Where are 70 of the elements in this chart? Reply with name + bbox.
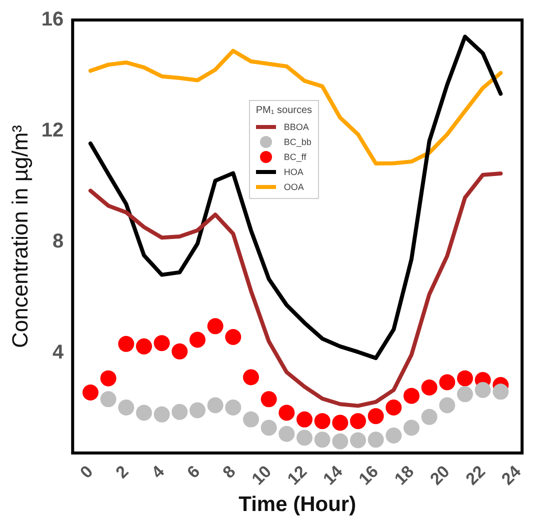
point xyxy=(350,432,366,448)
point xyxy=(260,420,277,436)
legend-title: PM₁ sources xyxy=(256,105,312,116)
point xyxy=(207,397,224,414)
point xyxy=(100,370,116,386)
legend-label: BBOA xyxy=(284,122,309,132)
point xyxy=(82,384,98,400)
point xyxy=(421,408,438,425)
point xyxy=(368,432,384,448)
x-tick-label: 6 xyxy=(184,462,204,482)
x-tick-label: 14 xyxy=(319,462,347,489)
point xyxy=(492,384,509,400)
point xyxy=(404,420,420,436)
point xyxy=(242,369,259,386)
point xyxy=(154,406,170,422)
point xyxy=(332,414,348,431)
point xyxy=(350,413,366,430)
x-tick-label: 10 xyxy=(248,462,275,489)
point xyxy=(100,391,116,408)
point xyxy=(439,397,456,414)
point xyxy=(314,432,330,448)
x-tick-label: 8 xyxy=(219,462,240,482)
point xyxy=(136,404,152,421)
point xyxy=(118,399,134,416)
x-tick-label: 22 xyxy=(462,462,489,489)
y-axis-title: Concentration in µg/m³ xyxy=(7,125,32,348)
point xyxy=(314,413,330,430)
point xyxy=(332,433,348,450)
x-tick-label: 0 xyxy=(76,462,97,482)
point xyxy=(457,370,474,386)
x-tick-label: 12 xyxy=(284,462,311,489)
y-tick-label: 16 xyxy=(41,8,64,31)
point xyxy=(136,338,152,354)
y-tick-label: 8 xyxy=(52,230,64,253)
point xyxy=(457,386,474,402)
point xyxy=(368,408,384,424)
x-axis-title: Time (Hour) xyxy=(238,493,356,516)
point xyxy=(225,399,242,416)
legend-label: BC_bb xyxy=(284,136,312,146)
point xyxy=(172,404,188,420)
point xyxy=(154,335,170,352)
point xyxy=(404,388,420,404)
point xyxy=(207,318,224,334)
point xyxy=(278,404,295,421)
point xyxy=(225,328,242,345)
point xyxy=(296,430,312,446)
point xyxy=(172,343,188,360)
legend-label: BC_ff xyxy=(284,152,306,162)
x-tick-label: 18 xyxy=(390,462,418,489)
point xyxy=(439,374,456,390)
point xyxy=(118,336,134,352)
point xyxy=(278,426,295,442)
point xyxy=(260,391,277,408)
point xyxy=(386,428,402,444)
x-tick-label: 16 xyxy=(355,462,382,489)
legend-label: HOA xyxy=(284,166,304,176)
x-tick-label: 24 xyxy=(498,462,526,489)
point xyxy=(386,399,402,416)
x-tick-label: 4 xyxy=(148,462,168,482)
point xyxy=(296,411,312,428)
x-tick-label: 20 xyxy=(426,462,454,489)
point xyxy=(242,411,259,428)
point xyxy=(474,382,491,398)
point xyxy=(189,332,206,348)
legend-label: OOA xyxy=(284,182,304,192)
point xyxy=(421,380,438,396)
point xyxy=(189,402,206,418)
x-tick-label: 2 xyxy=(112,462,132,482)
y-tick-label: 4 xyxy=(52,342,65,364)
y-tick-label: 12 xyxy=(41,120,64,142)
